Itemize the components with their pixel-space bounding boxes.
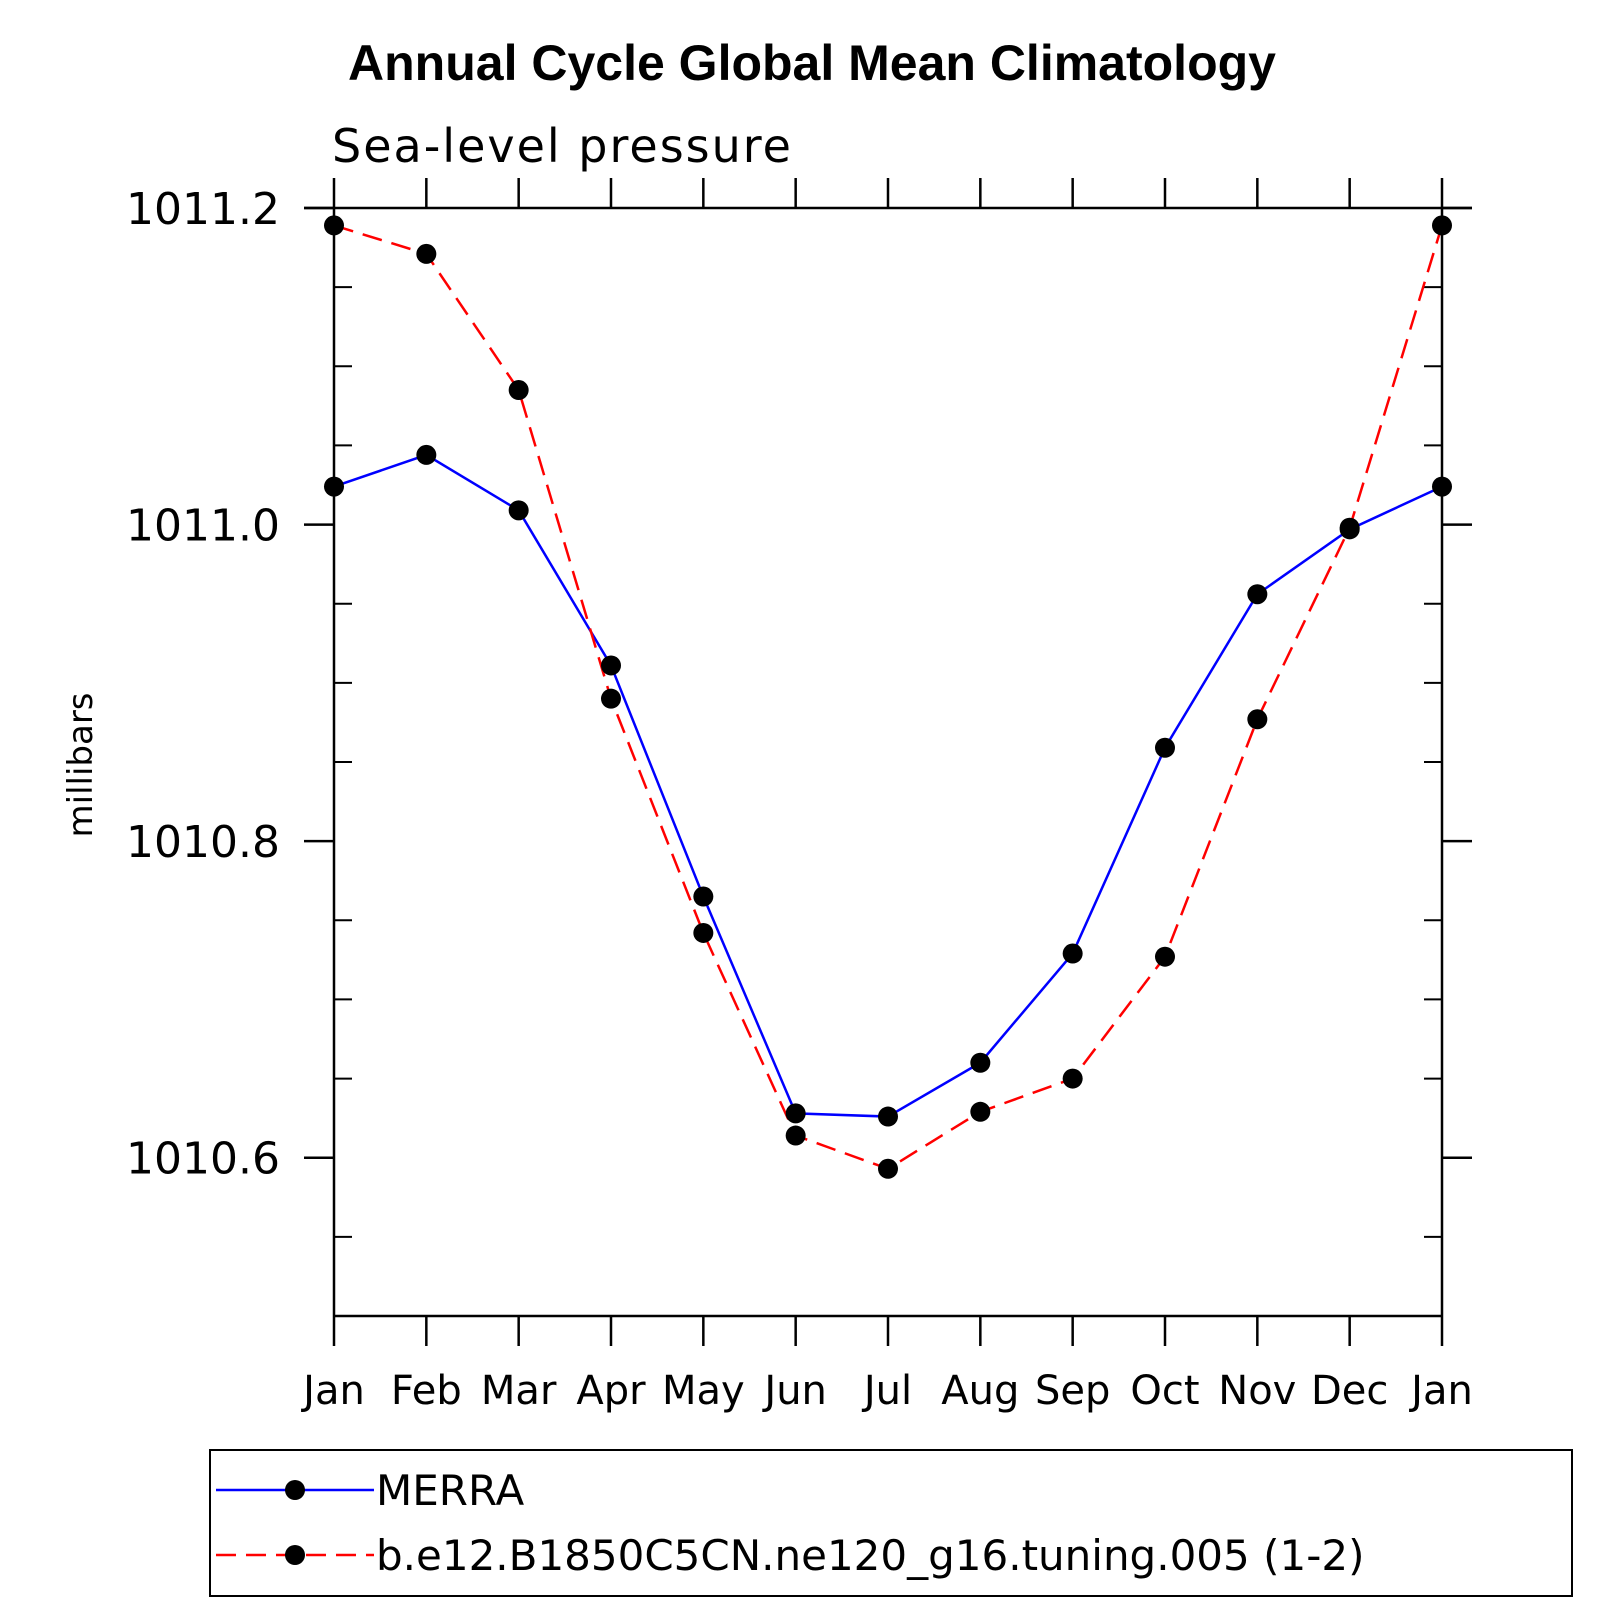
x-tick-label: Jun: [761, 1368, 827, 1414]
data-point-series-0: [693, 886, 714, 907]
series-lines: [333, 224, 1444, 1171]
x-tick-label: Nov: [1218, 1368, 1296, 1414]
data-point-series-0: [878, 1106, 898, 1127]
y-tick-label: 1010.6: [126, 1134, 280, 1185]
data-point-series-1: [1339, 517, 1360, 538]
data-point-series-0: [601, 655, 621, 676]
data-point-series-0: [1247, 584, 1268, 605]
legend: MERRA b.e12.B1850C5CN.ne120_g16.tuning.0…: [209, 1449, 1573, 1597]
x-tick-label: Oct: [1130, 1368, 1199, 1414]
x-tick-label: Aug: [941, 1368, 1019, 1414]
data-point-series-0: [508, 500, 529, 521]
x-tick-labels: Jan Feb Mar Apr May Jun Jul Aug Sep Oct Nov Dec Jan: [300, 1368, 1473, 1414]
y-axis-label: millibars: [61, 692, 101, 837]
legend-marker-merra: [285, 1480, 305, 1500]
y-tick-labels: 1010.6 1010.8 1011.0 1011.2: [126, 184, 280, 1185]
data-point-series-1: [1432, 215, 1452, 236]
data-point-series-1: [878, 1158, 898, 1179]
x-tick-label: Mar: [481, 1368, 557, 1414]
x-tick-label: Jan: [300, 1368, 365, 1414]
data-point-series-0: [785, 1103, 806, 1124]
y-tick-label: 1011.2: [126, 184, 280, 235]
series-line-0: [333, 453, 1443, 1118]
axis-ticks: [304, 178, 1472, 1346]
data-point-series-0: [416, 444, 437, 465]
x-tick-label: Dec: [1311, 1368, 1388, 1414]
data-point-series-1: [508, 380, 529, 401]
data-point-series-1: [785, 1125, 806, 1146]
x-tick-label: Jul: [861, 1368, 912, 1414]
data-point-series-1: [1062, 1068, 1083, 1089]
data-point-series-1: [601, 688, 621, 709]
legend-label-merra: MERRA: [376, 1466, 524, 1515]
data-point-series-0: [1432, 476, 1452, 497]
data-point-series-1: [970, 1101, 991, 1122]
data-point-series-1: [693, 922, 714, 943]
series-markers: [324, 215, 1452, 1179]
chart-title: Annual Cycle Global Mean Climatology: [348, 35, 1276, 91]
data-point-series-1: [324, 215, 344, 236]
data-point-series-0: [1155, 737, 1175, 758]
legend-box: [209, 1449, 1573, 1597]
data-point-series-0: [970, 1052, 991, 1073]
legend-label-model: b.e12.B1850C5CN.ne120_g16.tuning.005 (1-…: [376, 1531, 1364, 1580]
y-tick-label: 1010.8: [126, 817, 280, 868]
x-tick-label: Feb: [391, 1368, 462, 1414]
data-point-series-1: [416, 243, 437, 264]
plot-frame: [304, 206, 1472, 1318]
legend-marker-model: [285, 1545, 305, 1565]
chart-subtitle: Sea-level pressure: [332, 119, 793, 173]
data-point-series-0: [1062, 943, 1083, 964]
x-tick-label: Sep: [1035, 1368, 1110, 1414]
data-point-series-0: [324, 476, 344, 497]
series-line-1: [333, 224, 1444, 1171]
data-point-series-1: [1247, 709, 1268, 730]
x-tick-label: Apr: [576, 1368, 646, 1414]
data-point-series-1: [1155, 946, 1175, 967]
y-tick-label: 1011.0: [126, 501, 280, 552]
x-tick-label: Jan: [1408, 1368, 1473, 1414]
x-tick-label: May: [662, 1368, 745, 1414]
